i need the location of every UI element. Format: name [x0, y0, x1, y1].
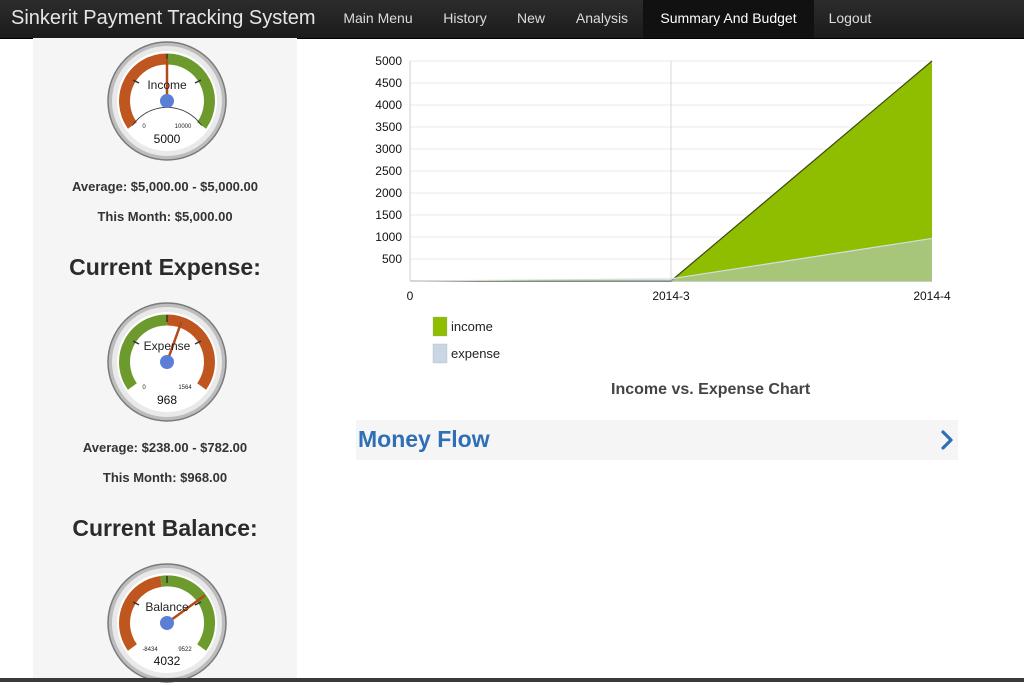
nav-logout[interactable]: Logout — [828, 10, 872, 26]
chart-title: Income vs. Expense Chart — [611, 381, 811, 398]
chart-svg: 500 1000 1500 2000 2500 3000 3500 4000 4500 5000 0… — [375, 54, 951, 364]
nav-new[interactable]: New — [516, 10, 545, 26]
income-gauge-title: Income — [147, 78, 187, 92]
current-expense-heading: Current Expense: — [69, 254, 261, 280]
x-tick-label: 0 — [407, 289, 414, 303]
series-line-expense — [409, 237, 933, 282]
y-tick-label: 2000 — [375, 186, 402, 200]
series-area-income — [410, 61, 932, 281]
y-tick-label: 5000 — [375, 54, 402, 68]
legend-label-income: income — [451, 319, 493, 334]
balance-gauge-min: -8434 — [142, 647, 158, 653]
y-tick-label: 1000 — [375, 230, 402, 244]
balance-gauge-graphic: Balance -8434 9522 4032 — [107, 563, 227, 683]
income-gauge-min: 0 — [142, 124, 146, 130]
money-flow-panel[interactable]: Money Flow — [356, 420, 958, 460]
balance-gauge-needle — [165, 594, 206, 625]
y-tick-label: 1500 — [375, 208, 402, 222]
balance-gauge-max: 9522 — [178, 647, 192, 653]
income-expense-chart: 500 1000 1500 2000 2500 3000 3500 4000 4500 5000 0… — [340, 48, 980, 408]
income-gauge-graphic: Income 0 10000 5000 — [107, 41, 227, 161]
expense-gauge-graphic: Expense 0 1564 968 — [107, 302, 227, 422]
top-navbar: Sinkerit Payment Tracking System Main Me… — [0, 0, 1024, 39]
current-balance-heading: Current Balance: — [72, 515, 258, 541]
app-brand[interactable]: Sinkerit Payment Tracking System — [11, 7, 316, 29]
expense-gauge-max: 1564 — [178, 385, 192, 391]
legend-swatch-income — [432, 316, 448, 337]
expense-gauge-title: Expense — [144, 339, 191, 353]
bottom-strip — [0, 678, 1024, 682]
legend-label-expense: expense — [451, 346, 500, 361]
x-tick-label: 2014-4 — [913, 289, 951, 303]
y-tick-label: 4000 — [375, 98, 402, 112]
expense-average: Average: $238.00 - $782.00 — [82, 440, 248, 455]
income-average: Average: $5,000.00 - $5,000.00 — [72, 179, 258, 194]
nav-summary-and-budget[interactable]: Summary And Budget — [643, 0, 814, 38]
expense-gauge-min: 0 — [142, 385, 146, 391]
money-flow-title[interactable]: Money Flow — [358, 426, 490, 452]
legend-swatch-expense — [432, 343, 448, 364]
nav-history[interactable]: History — [443, 10, 487, 26]
x-tick-label: 2014-3 — [652, 289, 690, 303]
expense-gauge: Expense 0 1564 968 — [106, 301, 228, 423]
y-tick-label: 4500 — [375, 76, 402, 90]
nav-analysis[interactable]: Analysis — [575, 10, 629, 26]
expense-gauge-value: 968 — [157, 393, 177, 407]
income-gauge-max: 10000 — [175, 124, 192, 130]
income-gauge: Income 0 10000 5000 — [106, 40, 228, 162]
y-tick-label: 3500 — [375, 120, 402, 134]
nav-main-menu[interactable]: Main Menu — [343, 10, 413, 26]
balance-gauge: Balance -8434 9522 4032 — [106, 562, 228, 684]
chevron-right-icon[interactable] — [938, 429, 956, 451]
y-tick-label: 3000 — [375, 142, 402, 156]
series-area-expense — [410, 238, 932, 281]
balance-gauge-title: Balance — [145, 600, 189, 614]
balance-gauge-value: 4032 — [154, 654, 181, 668]
y-tick-label: 500 — [382, 252, 402, 266]
income-this-month: This Month: $5,000.00 — [97, 209, 233, 224]
income-gauge-value: 5000 — [154, 132, 181, 146]
expense-this-month: This Month: $968.00 — [102, 470, 228, 485]
y-tick-label: 2500 — [375, 164, 402, 178]
